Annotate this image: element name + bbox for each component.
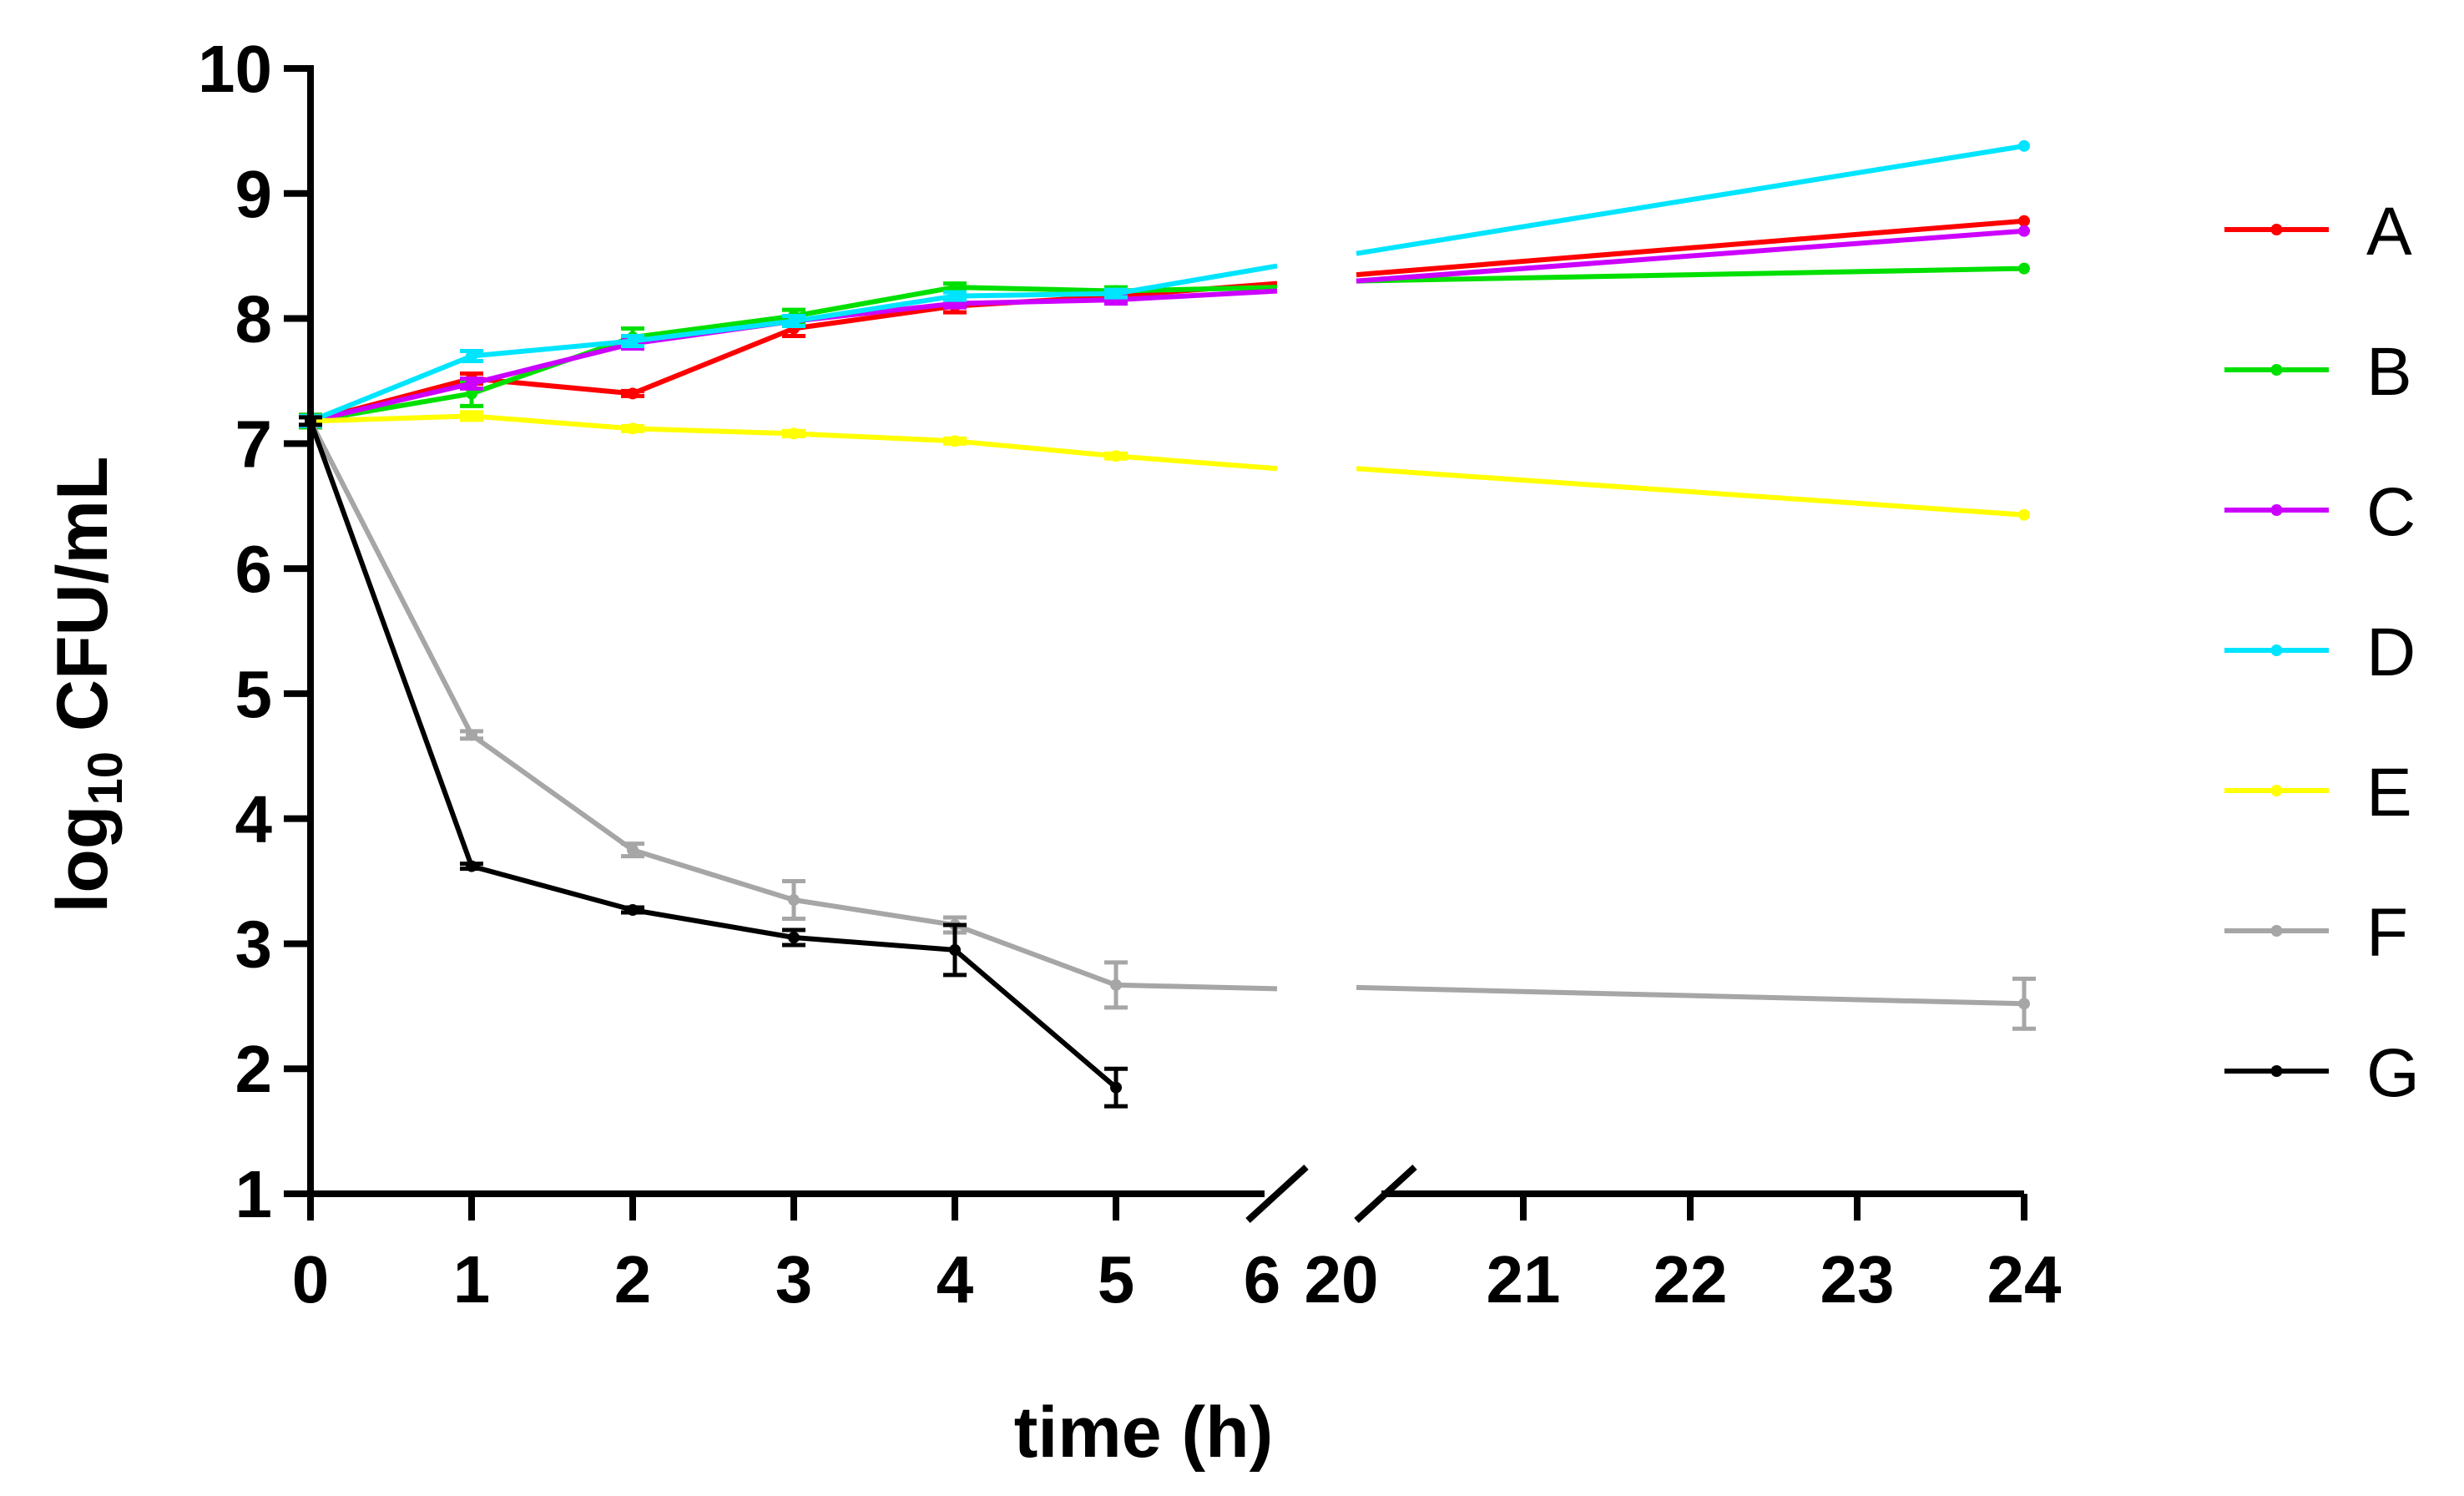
x-tick-label-20: 20 bbox=[1305, 1242, 1379, 1317]
series-G-point-5 bbox=[1110, 1081, 1122, 1094]
legend-label-A: A bbox=[2366, 194, 2412, 270]
series-A bbox=[299, 215, 2030, 430]
series-layer bbox=[299, 139, 2036, 1109]
series-C bbox=[299, 225, 2030, 428]
legend-marker-C bbox=[2270, 504, 2283, 516]
series-E-point-8 bbox=[2018, 508, 2030, 521]
y-axis-title-rest: CFU/mL bbox=[43, 456, 123, 751]
y-tick-label-1: 1 bbox=[235, 1157, 273, 1231]
series-D-point-2 bbox=[627, 335, 639, 347]
axis-break-mark-right bbox=[1354, 1165, 1417, 1223]
y-axis-title-main: log bbox=[43, 806, 123, 913]
x-tick-label-23: 23 bbox=[1820, 1242, 1895, 1317]
x-tick-label-1: 1 bbox=[453, 1242, 491, 1317]
y-tick-label-10: 10 bbox=[198, 32, 272, 106]
series-G-point-3 bbox=[788, 931, 800, 943]
x-tick-label-4: 4 bbox=[937, 1242, 974, 1317]
series-A-line-2 bbox=[1356, 218, 2025, 278]
legend-label-F: F bbox=[2366, 895, 2408, 971]
series-E-point-3 bbox=[788, 427, 800, 440]
axis-break-mark-left bbox=[1245, 1165, 1309, 1223]
series-F-line-2 bbox=[1356, 984, 2025, 1007]
legend-marker-B bbox=[2270, 364, 2283, 376]
series-F-point-8 bbox=[2018, 998, 2030, 1010]
y-tick-label-5: 5 bbox=[235, 657, 273, 731]
y-tick-label-2: 2 bbox=[235, 1032, 273, 1106]
x-tick-label-22: 22 bbox=[1654, 1242, 1728, 1317]
legend-item-F: F bbox=[2224, 895, 2408, 971]
legend-item-E: E bbox=[2224, 755, 2412, 831]
legend-item-D: D bbox=[2224, 614, 2416, 690]
series-E-line-2 bbox=[1356, 466, 2025, 518]
x-tick-label-21: 21 bbox=[1487, 1242, 1561, 1317]
x-tick-label-5: 5 bbox=[1098, 1242, 1135, 1317]
y-tick-label-8: 8 bbox=[235, 282, 273, 356]
series-A-point-8 bbox=[2018, 215, 2030, 227]
series-C-line-2 bbox=[1356, 228, 2025, 284]
series-A-point-2 bbox=[627, 387, 639, 400]
series-E bbox=[299, 410, 2030, 521]
y-tick-label-7: 7 bbox=[235, 407, 273, 481]
legend-label-C: C bbox=[2366, 474, 2416, 550]
series-F-point-3 bbox=[788, 894, 800, 907]
legend-marker-D bbox=[2270, 644, 2283, 656]
series-F-point-1 bbox=[466, 729, 477, 741]
legend-item-G: G bbox=[2224, 1035, 2420, 1111]
legend-item-C: C bbox=[2224, 474, 2416, 550]
legend-marker-G bbox=[2270, 1065, 2283, 1077]
y-tick-label-3: 3 bbox=[235, 907, 273, 981]
x-tick-label-3: 3 bbox=[775, 1242, 813, 1317]
legend-label-E: E bbox=[2366, 755, 2412, 831]
series-D-point-5 bbox=[1110, 287, 1122, 300]
series-D-point-8 bbox=[2018, 139, 2030, 152]
series-G-point-4 bbox=[949, 943, 961, 956]
series-D bbox=[299, 139, 2030, 428]
legend-marker-A bbox=[2270, 224, 2283, 235]
series-C-point-1 bbox=[466, 377, 477, 390]
series-B-point-8 bbox=[2018, 262, 2030, 275]
series-B-line-1 bbox=[310, 285, 1278, 424]
series-D-line-2 bbox=[1356, 143, 2025, 256]
legend-marker-E bbox=[2270, 785, 2283, 796]
y-tick-label-9: 9 bbox=[235, 157, 273, 231]
legend-label-G: G bbox=[2366, 1035, 2420, 1111]
x-tick-label-6: 6 bbox=[1244, 1242, 1281, 1317]
series-E-point-2 bbox=[627, 422, 639, 435]
series-G bbox=[299, 415, 1128, 1109]
series-F-point-5 bbox=[1110, 978, 1122, 991]
x-tick-label-24: 24 bbox=[1987, 1242, 2062, 1317]
legend-label-D: D bbox=[2366, 614, 2416, 690]
legend-item-A: A bbox=[2224, 194, 2412, 270]
series-G-line-1 bbox=[308, 420, 1118, 1089]
y-axis-title: log10 CFU/mL bbox=[43, 456, 133, 912]
series-B-line-2 bbox=[1356, 265, 2025, 284]
series-D-point-1 bbox=[466, 350, 477, 362]
y-tick-label-4: 4 bbox=[235, 782, 273, 857]
x-tick-label-2: 2 bbox=[614, 1242, 652, 1317]
series-E-point-1 bbox=[466, 410, 477, 422]
series-E-point-4 bbox=[949, 435, 961, 447]
series-C-point-8 bbox=[2018, 225, 2030, 237]
legend-label-B: B bbox=[2366, 334, 2412, 410]
series-D-point-3 bbox=[788, 315, 800, 327]
legend-marker-F bbox=[2270, 925, 2283, 937]
legend-item-B: B bbox=[2224, 334, 2412, 410]
series-A-line-1 bbox=[310, 280, 1278, 424]
series-E-line-1 bbox=[310, 413, 1278, 472]
series-D-point-4 bbox=[949, 290, 961, 302]
x-tick-label-0: 0 bbox=[292, 1242, 330, 1317]
series-G-point-2 bbox=[627, 904, 639, 917]
series-F-point-2 bbox=[627, 844, 639, 857]
series-G-point-1 bbox=[466, 860, 477, 872]
series-E-point-5 bbox=[1110, 450, 1122, 462]
series-F bbox=[299, 415, 2036, 1031]
y-axis-title-subscript: 10 bbox=[78, 751, 133, 806]
y-tick-label-6: 6 bbox=[235, 532, 273, 606]
x-axis-title: time (h) bbox=[1014, 1392, 1274, 1473]
